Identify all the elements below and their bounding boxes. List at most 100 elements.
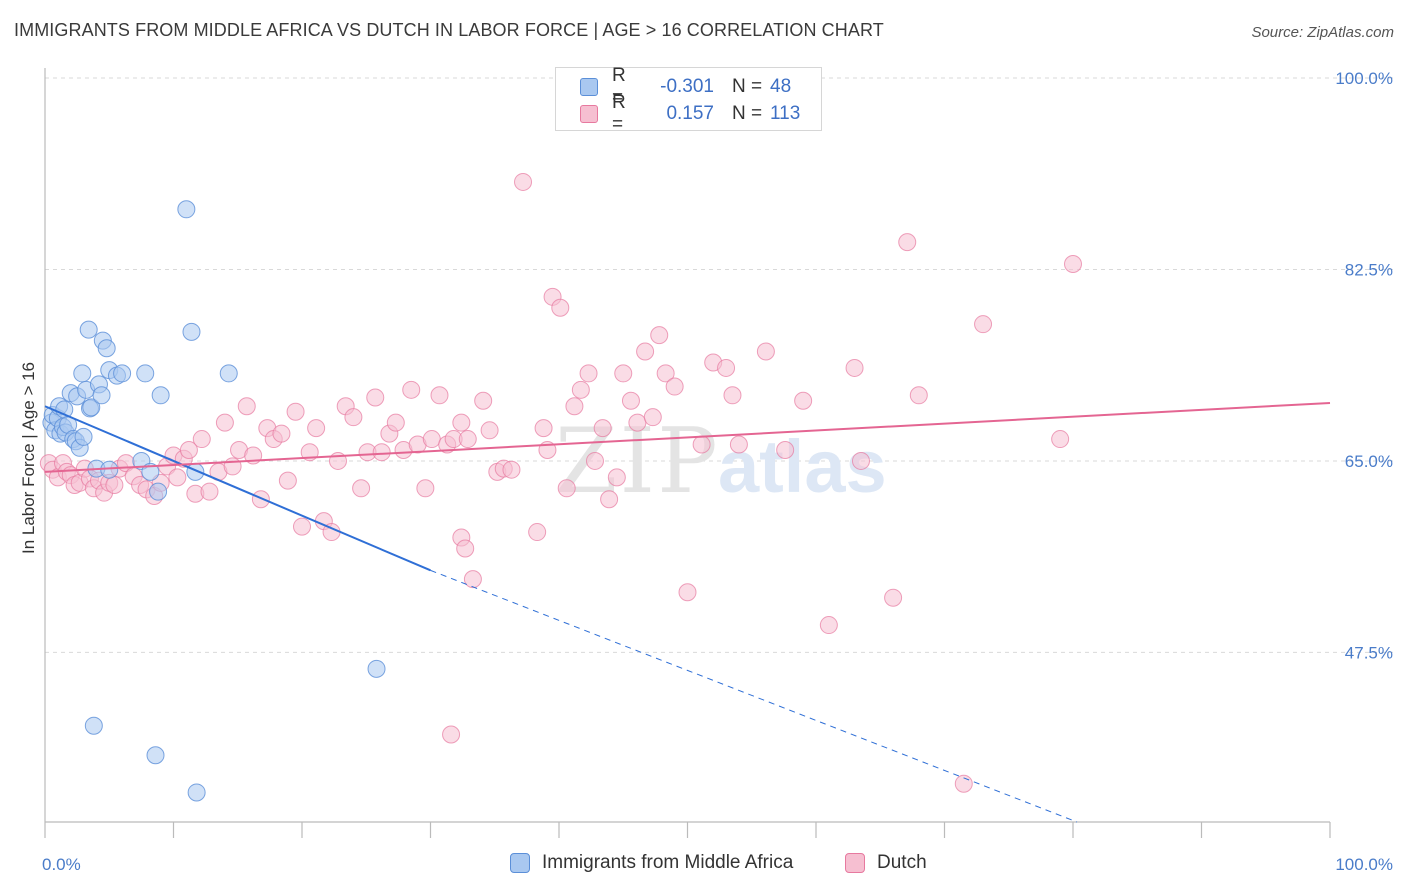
x-tick-label: 100.0% [1335, 855, 1393, 874]
data-point-dutch [678, 583, 697, 602]
data-point-dutch [571, 380, 590, 399]
data-point-dutch [614, 364, 633, 383]
data-point-dutch [884, 588, 903, 607]
data-point-dutch [665, 377, 684, 396]
legend-row-blue: R = -0.301 N = 48 [580, 65, 792, 108]
data-point-middle-africa [82, 398, 101, 417]
data-point-dutch [386, 413, 405, 432]
data-point-dutch [200, 482, 219, 501]
data-point-dutch [729, 435, 748, 454]
data-point-dutch [974, 315, 993, 334]
legend-n-value: 48 [770, 76, 792, 97]
data-point-dutch [636, 342, 655, 361]
data-point-dutch [600, 490, 619, 509]
y-axis-label: In Labor Force | Age > 16 [19, 362, 38, 554]
stats-legend: R = -0.301 N = 48 R = 0.157 N = 113 [555, 65, 822, 135]
data-point-middle-africa [146, 746, 165, 765]
data-point-dutch [593, 419, 612, 438]
data-point-dutch [442, 725, 461, 744]
data-point-middle-africa [74, 427, 93, 446]
series-dutch [39, 172, 1082, 793]
data-point-dutch [293, 517, 311, 536]
data-point-middle-africa [187, 783, 206, 802]
data-point-middle-africa [177, 200, 196, 219]
data-point-dutch [456, 539, 475, 558]
data-point-dutch [1064, 255, 1082, 273]
data-point-dutch [452, 413, 471, 432]
data-point-middle-africa [149, 482, 168, 501]
data-point-dutch [402, 380, 421, 399]
data-point-dutch [366, 388, 385, 407]
data-point-dutch [909, 386, 928, 405]
legend-row-pink: R = 0.157 N = 113 [580, 92, 801, 135]
trend-line-middle-africa [44, 405, 431, 572]
data-point-dutch [717, 358, 736, 377]
data-point-dutch [251, 490, 270, 509]
tick-labels: 47.5% 65.0% 82.5% 100.0% 0.0% 100.0% [42, 69, 1393, 874]
data-point-dutch [607, 468, 626, 487]
y-tick-label: 47.5% [1345, 643, 1393, 662]
zipatlas-watermark: ZIP atlas [555, 409, 887, 514]
data-point-dutch [480, 421, 499, 440]
data-point-dutch [528, 523, 547, 542]
data-point-dutch [723, 386, 742, 405]
data-point-dutch [1051, 430, 1070, 449]
data-point-dutch [474, 391, 493, 410]
data-point-dutch [565, 397, 584, 416]
data-point-dutch [643, 408, 662, 427]
y-tick-label: 82.5% [1345, 260, 1393, 279]
legend-item-middle-africa: Immigrants from Middle Africa [510, 852, 793, 874]
data-point-middle-africa [79, 320, 98, 339]
data-point-dutch [692, 435, 711, 454]
data-point-dutch [300, 443, 319, 462]
legend-n-value: 113 [770, 103, 801, 124]
legend-swatch-pink [845, 853, 865, 873]
chart-title: IMMIGRANTS FROM MIDDLE AFRICA VS DUTCH I… [14, 20, 884, 40]
data-point-middle-africa [219, 364, 238, 383]
legend-item-dutch: Dutch [845, 852, 927, 874]
data-point-dutch [898, 233, 917, 252]
data-point-dutch [585, 451, 604, 470]
data-point-middle-africa [84, 716, 103, 735]
legend-swatch-blue [510, 853, 530, 873]
y-tick-label: 65.0% [1345, 452, 1393, 471]
data-point-dutch [344, 408, 363, 427]
legend-swatch-blue [580, 78, 598, 96]
legend-swatch-pink [580, 105, 598, 123]
data-point-dutch [579, 364, 598, 383]
data-point-middle-africa [73, 364, 92, 383]
data-point-middle-africa [151, 386, 170, 405]
data-point-dutch [179, 441, 198, 459]
data-point-middle-africa [141, 462, 160, 481]
data-point-dutch [514, 172, 533, 191]
data-point-dutch [278, 471, 297, 490]
data-point-dutch [656, 364, 675, 383]
legend-label-middle-africa: Immigrants from Middle Africa [542, 852, 794, 873]
data-point-middle-africa [92, 386, 111, 405]
data-point-middle-africa [182, 322, 201, 341]
data-point-dutch [534, 419, 553, 438]
legend-label-dutch: Dutch [877, 852, 927, 873]
trend-lines [44, 401, 1331, 823]
y-tick-label: 100.0% [1335, 69, 1393, 88]
legend-n-label: N = [732, 76, 763, 97]
series-legend: Immigrants from Middle Africa Dutch [0, 852, 1406, 876]
legend-r-value: 0.157 [666, 103, 714, 124]
data-point-dutch [192, 430, 211, 449]
data-point-dutch [819, 616, 838, 635]
data-point-dutch [215, 413, 234, 432]
data-point-middle-africa [136, 364, 155, 383]
trend-extension-middle-africa [430, 569, 1078, 823]
data-point-dutch [463, 570, 482, 589]
legend-r-label: R = [612, 65, 626, 108]
data-point-dutch [621, 391, 640, 410]
source-note: Source: ZipAtlas.com [1251, 24, 1394, 41]
data-point-middle-africa [367, 659, 386, 678]
data-point-dutch [286, 402, 305, 421]
data-point-dutch [776, 441, 795, 459]
data-point-dutch [794, 391, 813, 410]
axes [44, 68, 1331, 838]
data-point-dutch [105, 476, 124, 495]
legend-r-value: -0.301 [660, 76, 714, 97]
